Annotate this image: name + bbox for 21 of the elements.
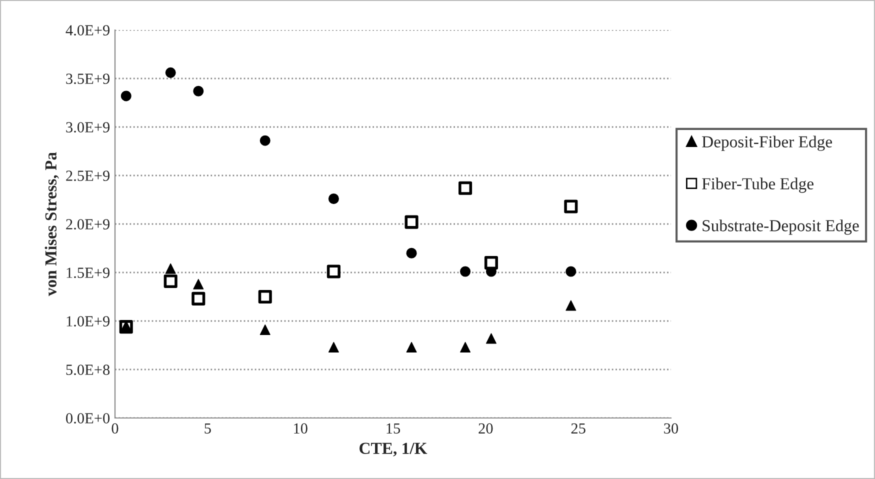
- legend-label: Deposit-Fiber Edge: [702, 136, 832, 151]
- y-axis-title: von Mises Stress, Pa: [44, 152, 59, 296]
- legend-label: Substrate-Deposit Edge: [702, 220, 859, 235]
- x-tick-label: 30: [664, 423, 678, 434]
- x-axis-title: CTE, 1/K: [360, 442, 428, 456]
- legend-label: Fiber-Tube Edge: [702, 178, 814, 193]
- y-tick-label: 0.0E+0: [66, 413, 110, 424]
- y-tick-label: 5.0E+8: [66, 364, 110, 376]
- x-tick-label: 25: [571, 423, 586, 434]
- y-tick-label: 2.0E+9: [66, 219, 110, 230]
- y-tick-label: 2.5E+9: [66, 170, 110, 182]
- x-tick-label: 0: [112, 423, 118, 434]
- y-tick-label: 3.5E+9: [66, 74, 110, 84]
- x-tick-label: 5: [204, 423, 211, 434]
- y-tick-label: 4.0E+9: [66, 25, 110, 36]
- x-tick-label: 15: [386, 423, 400, 434]
- y-tick-label: 3.0E+9: [66, 122, 110, 133]
- x-tick-label: 10: [294, 423, 308, 434]
- x-tick-label: 20: [478, 423, 493, 434]
- y-tick-label: 1.0E+9: [66, 316, 110, 327]
- y-tick-label: 1.5E+9: [66, 268, 110, 278]
